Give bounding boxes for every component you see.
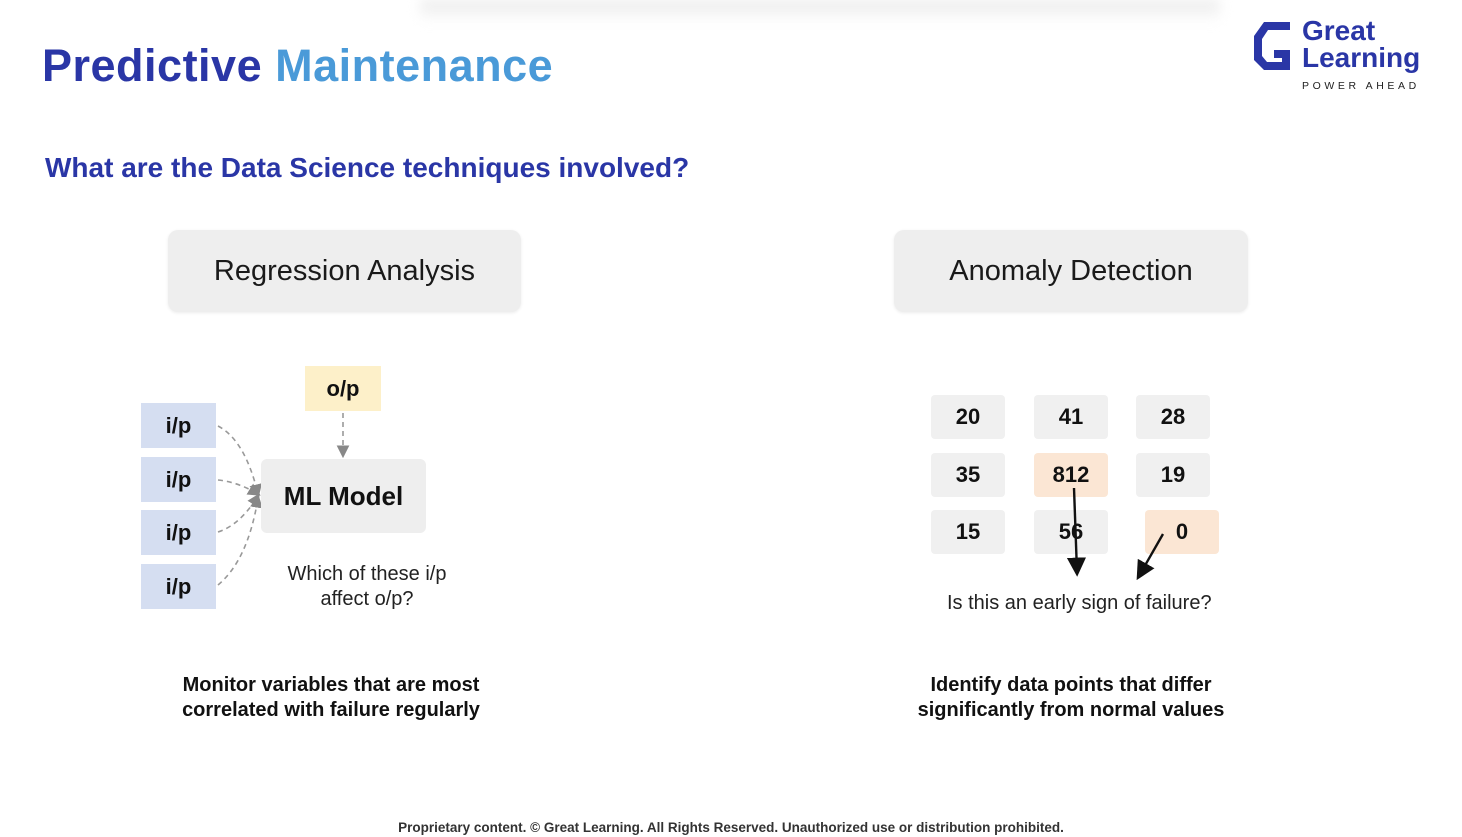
anomaly-detection-heading: Anomaly Detection: [949, 254, 1193, 287]
grid-cell: 35: [931, 453, 1005, 497]
grid-cell: 19: [1136, 453, 1210, 497]
output-box: o/p: [305, 366, 381, 411]
regression-caption-line2: correlated with failure regularly: [182, 699, 480, 721]
footer-copyright: Proprietary content. © Great Learning. A…: [398, 820, 1064, 835]
anomaly-detection-card: Anomaly Detection: [894, 230, 1248, 312]
input-box-1: i/p: [141, 403, 216, 448]
anomaly-caption-line2: significantly from normal values: [917, 699, 1225, 721]
grid-cell-anomaly: 0: [1145, 510, 1219, 554]
page-title: Predictive Maintenance: [42, 40, 553, 92]
regression-caption: Monitor variables that are most correlat…: [131, 673, 531, 723]
grid-cell: 20: [931, 395, 1005, 439]
grid-cell: 56: [1034, 510, 1108, 554]
great-learning-logo: Great Learning POWER AHEAD: [1250, 14, 1440, 96]
logo-word-great: Great: [1302, 15, 1376, 46]
anomaly-caption-line1: Identify data points that differ: [930, 674, 1212, 696]
logo-tagline: POWER AHEAD: [1302, 80, 1420, 92]
section-question: What are the Data Science techniques inv…: [45, 152, 690, 183]
page-title-part1: Predictive: [42, 40, 263, 91]
anomaly-caption: Identify data points that differ signifi…: [871, 673, 1271, 723]
page-title-part2: Maintenance: [275, 40, 554, 91]
regression-analysis-card: Regression Analysis: [168, 230, 521, 312]
grid-cell: 41: [1034, 395, 1108, 439]
regression-question: Which of these i/p affect o/p?: [262, 562, 472, 612]
input-box-2: i/p: [141, 457, 216, 502]
regression-question-line2: affect o/p?: [320, 588, 414, 610]
regression-caption-line1: Monitor variables that are most: [182, 674, 480, 696]
grid-cell: 28: [1136, 395, 1210, 439]
input-box-3: i/p: [141, 510, 216, 555]
connector-ip4: [217, 494, 263, 586]
input-box-4: i/p: [141, 564, 216, 609]
connector-ip2: [217, 479, 261, 496]
grid-cell: 15: [931, 510, 1005, 554]
great-learning-g-icon: [1254, 22, 1290, 70]
top-shadow: [420, 0, 1220, 22]
regression-question-line1: Which of these i/p: [287, 563, 447, 585]
logo-word-learning: Learning: [1302, 42, 1421, 73]
arrow-0: [1136, 533, 1165, 581]
anomaly-question: Is this an early sign of failure?: [947, 592, 1212, 614]
ml-model-box: ML Model: [261, 459, 426, 533]
regression-analysis-heading: Regression Analysis: [213, 254, 476, 287]
arrow-812: [1066, 487, 1087, 577]
grid-cell-anomaly: 812: [1034, 453, 1108, 497]
